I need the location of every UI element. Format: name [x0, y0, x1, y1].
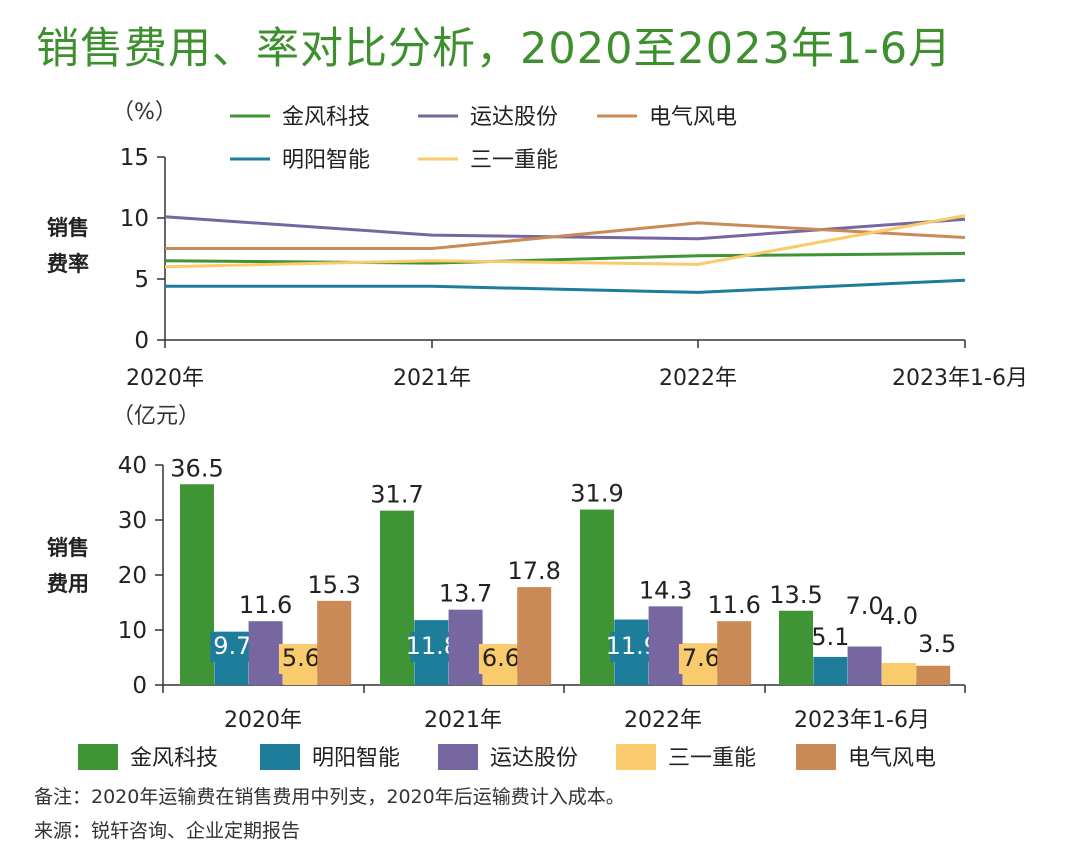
- bar-value-label: 5.6: [282, 644, 320, 672]
- bar-value-label: 4.0: [880, 602, 918, 630]
- line-y-tick-label: 10: [120, 206, 149, 232]
- bar-value-label: 3.5: [918, 630, 956, 658]
- chart-title: 销售费用、率对比分析，2020至2023年1-6月: [36, 24, 953, 74]
- line-series-sany: [164, 214, 966, 269]
- bar-x-tick-label: 2020年: [224, 708, 302, 733]
- bar-x-tick-label: 2023年1-6月: [794, 708, 930, 733]
- bar-goldwind: [779, 610, 813, 685]
- line-chart-unit: （%）: [112, 100, 177, 125]
- line-legend-label: 三一重能: [470, 148, 558, 173]
- line-legend-label: 运达股份: [470, 105, 558, 130]
- bar-goldwind: [380, 510, 414, 685]
- line-x-tick-label: 2023年1-6月: [892, 366, 1028, 391]
- bar-y-tick-label: 0: [132, 673, 147, 699]
- bar-chart-unit: （亿元）: [112, 404, 201, 429]
- line-y-tick-label: 15: [120, 145, 149, 171]
- bar-mingyang: [813, 656, 848, 685]
- bar-value-label-bg: [678, 644, 723, 674]
- bar-x-tick-label: 2021年: [424, 708, 502, 733]
- bar-legend-label: 运达股份: [490, 746, 578, 771]
- bar-value-label: 7.6: [682, 644, 720, 672]
- bar-value-label-bg: [478, 644, 523, 674]
- bar-y-tick-label: 30: [118, 508, 147, 534]
- bar-y-tick-label: 40: [118, 453, 147, 479]
- line-x-tick-label: 2020年: [126, 366, 204, 391]
- bar-value-label: 7.0: [846, 592, 884, 620]
- bar-electric: [517, 587, 552, 685]
- bar-y-tick-label: 10: [118, 618, 147, 644]
- bar-value-label: 11.6: [239, 591, 292, 619]
- bar-value-label-bg: [610, 632, 655, 662]
- bar-legend-label: 电气风电: [848, 746, 936, 771]
- bar-value-label: 36.5: [170, 454, 223, 482]
- bar-legend-label: 三一重能: [668, 746, 756, 771]
- bar-value-label: 5.1: [811, 623, 849, 651]
- footnote-remark: 备注：2020年运输费在销售费用中列支，2020年后运输费计入成本。: [34, 786, 625, 808]
- bar-value-label-bg: [278, 644, 323, 674]
- bar-electric: [317, 600, 352, 685]
- bar-value-label: 11.6: [707, 591, 760, 619]
- bar-legend-swatch: [260, 744, 300, 770]
- bar-value-label: 13.5: [769, 581, 822, 609]
- line-series-electric: [165, 221, 966, 250]
- bar-yunda: [448, 609, 483, 685]
- bar-electric: [717, 621, 752, 685]
- line-x-tick-label: 2022年: [659, 366, 737, 391]
- line-legend-label: 明阳智能: [282, 148, 370, 173]
- line-x-tick-label: 2021年: [393, 366, 471, 391]
- line-y-tick-label: 0: [134, 328, 149, 354]
- bar-value-label: 14.3: [639, 576, 692, 604]
- bar-value-label: 13.7: [439, 580, 492, 608]
- footnote-source: 来源：锐轩咨询、企业定期报告: [34, 820, 301, 842]
- bar-legend-swatch: [616, 744, 656, 770]
- bar-sany: [881, 663, 916, 685]
- bar-value-label: 17.8: [507, 557, 560, 585]
- bar-legend-swatch: [78, 744, 118, 770]
- bar-chart-ylabel: 销售 费用: [47, 536, 89, 596]
- bar-value-label-bg: [410, 632, 455, 662]
- line-legend-label: 金风科技: [282, 105, 370, 130]
- line-series-mingyang: [165, 278, 966, 294]
- line-legend-label: 电气风电: [649, 105, 737, 130]
- bar-goldwind: [180, 484, 214, 685]
- bar-electric: [916, 665, 951, 685]
- bar-legend-label: 明阳智能: [312, 746, 400, 771]
- bar-value-label-bg: [210, 632, 255, 662]
- bar-value-label: 9.7: [213, 632, 251, 660]
- bar-value-label: 15.3: [307, 571, 360, 599]
- bar-value-label: 6.6: [482, 644, 520, 672]
- line-chart-ylabel: 销售 费率: [47, 216, 89, 276]
- line-series-goldwind: [164, 251, 966, 265]
- bar-y-tick-label: 20: [118, 563, 147, 589]
- bar-yunda: [248, 621, 283, 685]
- bar-legend-swatch: [796, 744, 836, 770]
- bar-value-label: 31.9: [570, 480, 623, 508]
- bar-yunda: [648, 606, 683, 685]
- bar-legend-label: 金风科技: [130, 746, 218, 771]
- bar-yunda: [847, 646, 882, 685]
- line-y-tick-label: 5: [134, 267, 149, 293]
- bar-value-label: 31.7: [370, 481, 423, 509]
- bar-legend-swatch: [438, 744, 478, 770]
- bar-goldwind: [580, 509, 614, 685]
- bar-x-tick-label: 2022年: [624, 708, 702, 733]
